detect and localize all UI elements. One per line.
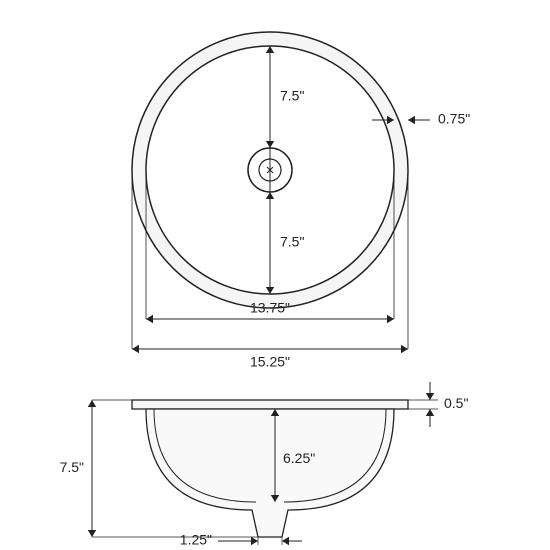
label-inner-dia: 13.75" [250, 300, 290, 316]
label-rim-thickness: 0.75" [438, 111, 470, 127]
label-side-depth: 6.25" [283, 450, 315, 466]
label-radius-lower: 7.5" [280, 234, 304, 250]
label-radius-upper: 7.5" [280, 88, 304, 104]
side-bowl-outer [146, 409, 394, 537]
label-drain-width: 1.25" [180, 532, 212, 548]
label-side-height: 7.5" [60, 459, 84, 475]
sink-spec-drawing: 7.5" 7.5" 0.75" 13.75" 15.25" 7.5" 6.25" 0.5" 1.… [0, 0, 550, 550]
label-rim-height: 0.5" [444, 395, 468, 411]
label-outer-dia: 15.25" [250, 354, 290, 370]
side-rim [132, 400, 408, 409]
